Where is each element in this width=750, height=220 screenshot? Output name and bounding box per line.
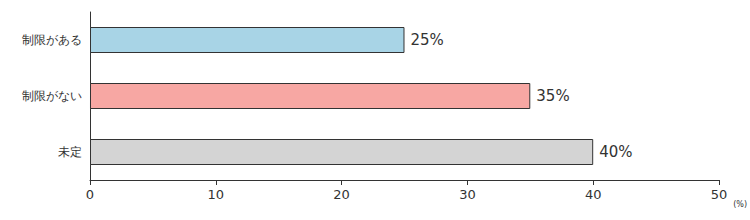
svg-text:0: 0 bbox=[86, 187, 94, 202]
svg-text:制限がある: 制限がある bbox=[22, 33, 82, 47]
svg-text:(%): (%) bbox=[733, 200, 747, 209]
svg-text:未定: 未定 bbox=[58, 145, 82, 159]
svg-text:20: 20 bbox=[333, 187, 350, 202]
svg-text:40%: 40% bbox=[599, 143, 632, 161]
svg-text:50: 50 bbox=[711, 187, 728, 202]
svg-text:制限がない: 制限がない bbox=[22, 89, 82, 103]
svg-text:30: 30 bbox=[459, 187, 476, 202]
svg-text:10: 10 bbox=[208, 187, 225, 202]
svg-text:35%: 35% bbox=[536, 87, 569, 105]
svg-text:25%: 25% bbox=[410, 31, 443, 49]
svg-text:40: 40 bbox=[585, 187, 602, 202]
